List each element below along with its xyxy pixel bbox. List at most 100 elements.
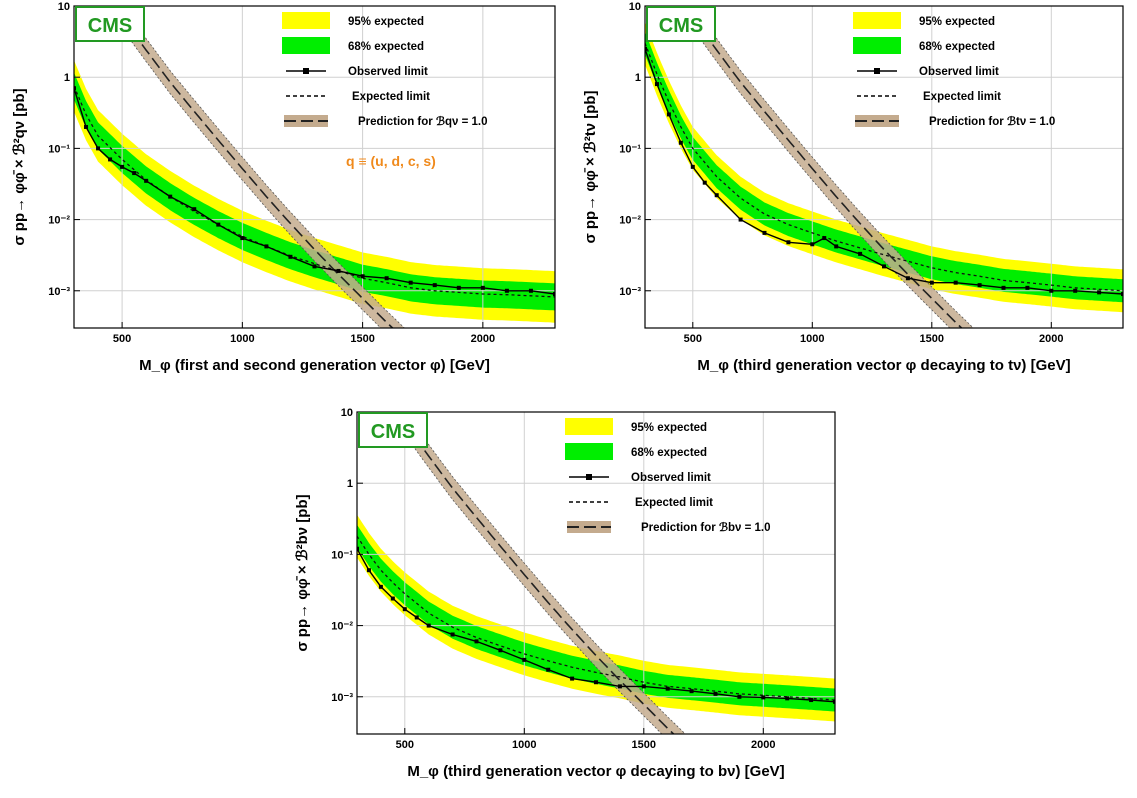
observed-point (312, 264, 317, 269)
observed-point (786, 240, 791, 245)
legend-swatch-observed-marker (874, 68, 880, 74)
y-tick-label: 10⁻¹ (331, 549, 353, 561)
observed-point (905, 276, 910, 281)
observed-point (858, 251, 863, 256)
chart-panel-2: 500 1000 1500 2000 10 1 10⁻¹ 10⁻² 10⁻³ CMS 95% exp… (582, 1, 1124, 374)
x-tick-label: 500 (113, 333, 131, 345)
observed-point (522, 657, 527, 662)
cms-badge-box (646, 6, 716, 42)
x-tick-label: 1000 (512, 739, 536, 751)
observed-point (617, 684, 622, 689)
cms-badge-box (358, 412, 428, 448)
observed-point (216, 222, 221, 227)
legend-swatch-observed-marker (586, 474, 592, 480)
chart-panel-1: 500 1000 1500 2000 10 1 10⁻¹ 10⁻² 10⁻³ CMS 95% exp… (11, 1, 556, 374)
observed-point (737, 694, 742, 699)
legend-swatch-68 (853, 37, 901, 54)
observed-point (504, 288, 509, 293)
observed-point (645, 46, 647, 51)
legend-label-3: Observed limit (919, 66, 999, 78)
observed-point (240, 236, 245, 241)
observed-point (408, 280, 413, 285)
prediction-line (404, 422, 675, 734)
legend-label-5: Prediction for ℬbν = 1.0 (641, 521, 771, 534)
legend-label-1: 95% expected (631, 422, 707, 434)
legend-label-4: Expected limit (352, 91, 430, 103)
cms-badge: CMS (371, 421, 415, 443)
observed-point (414, 615, 419, 620)
observed-point (360, 274, 365, 279)
observed-point (432, 283, 437, 288)
legend-label-2: 68% expected (919, 41, 995, 53)
y-tick-label: 1 (347, 478, 353, 490)
legend-swatch-95 (565, 418, 613, 435)
x-axis-label: M_φ (third generation vector φ decaying … (407, 763, 784, 780)
observed-point (96, 146, 101, 151)
cms-badge: CMS (659, 15, 703, 37)
legend-label-4: Expected limit (923, 91, 1001, 103)
annotation-quark-flavors: q ≡ (u, d, c, s) (346, 153, 436, 169)
band-95-expected (357, 514, 835, 722)
observed-point (366, 568, 371, 573)
legend-swatch-observed-marker (303, 68, 309, 74)
plot-frame (356, 411, 836, 735)
y-tick-label: 10⁻³ (48, 286, 70, 298)
y-tick-label: 10 (58, 1, 70, 13)
x-tick-label: 2000 (1039, 333, 1063, 345)
observed-point (108, 157, 113, 162)
y-tick-label: 10⁻² (619, 215, 641, 227)
observed-point (480, 285, 485, 290)
prediction-band (404, 412, 686, 734)
observed-point (498, 648, 503, 653)
legend-label-3: Observed limit (348, 66, 428, 78)
expected-line (357, 535, 835, 701)
observed-point (822, 236, 827, 241)
legend-label-2: 68% expected (631, 447, 707, 459)
plot-frame (644, 5, 1124, 329)
y-tick-label: 1 (635, 72, 641, 84)
y-tick-label: 10⁻¹ (48, 143, 70, 155)
legend-label-1: 95% expected (348, 16, 424, 28)
observed-point (689, 689, 694, 694)
legend-label-5: Prediction for ℬqν = 1.0 (358, 115, 488, 128)
x-tick-label: 2000 (471, 333, 495, 345)
observed-point (1025, 285, 1030, 290)
x-tick-label: 1000 (800, 333, 824, 345)
y-tick-label: 10 (341, 407, 353, 419)
legend-label-5: Prediction for ℬtν = 1.0 (929, 115, 1055, 128)
y-axis-label: σ pp→ φφ̄ × ℬ²bν [pb] (294, 494, 311, 651)
expected-line (645, 42, 1123, 292)
observed-point (378, 584, 383, 589)
plot-area (74, 6, 555, 328)
x-axis-label: M_φ (first and second generation vector … (139, 357, 490, 374)
plot-frame (73, 5, 556, 329)
x-tick-label: 500 (396, 739, 414, 751)
observed-point (426, 623, 431, 628)
x-tick-label: 1000 (230, 333, 254, 345)
observed-point (834, 244, 839, 249)
observed-point (84, 124, 89, 129)
observed-point (929, 280, 934, 285)
observed-point (654, 82, 659, 87)
legend-swatch-95 (282, 12, 330, 29)
y-tick-label: 10⁻² (48, 215, 70, 227)
observed-point (553, 292, 555, 297)
cms-badge-box (75, 6, 145, 42)
observed-point (714, 193, 719, 198)
observed-point (594, 680, 598, 685)
observed-point (528, 288, 533, 293)
observed-point (288, 254, 293, 259)
observed-point (761, 695, 766, 700)
legend-swatch-95 (853, 12, 901, 29)
chart-panel-3: 500 1000 1500 2000 10 1 10⁻¹ 10⁻² 10⁻³ CMS 95% exp… (294, 407, 836, 780)
legend-label-1: 95% expected (919, 16, 995, 28)
observed-point (357, 546, 359, 551)
legend-label-3: Observed limit (631, 472, 711, 484)
y-tick-label: 10⁻³ (619, 286, 641, 298)
observed-point (690, 164, 695, 169)
cms-badge: CMS (88, 15, 132, 37)
observed-point (402, 607, 407, 612)
legend-label-2: 68% expected (348, 41, 424, 53)
observed-point (785, 696, 790, 701)
